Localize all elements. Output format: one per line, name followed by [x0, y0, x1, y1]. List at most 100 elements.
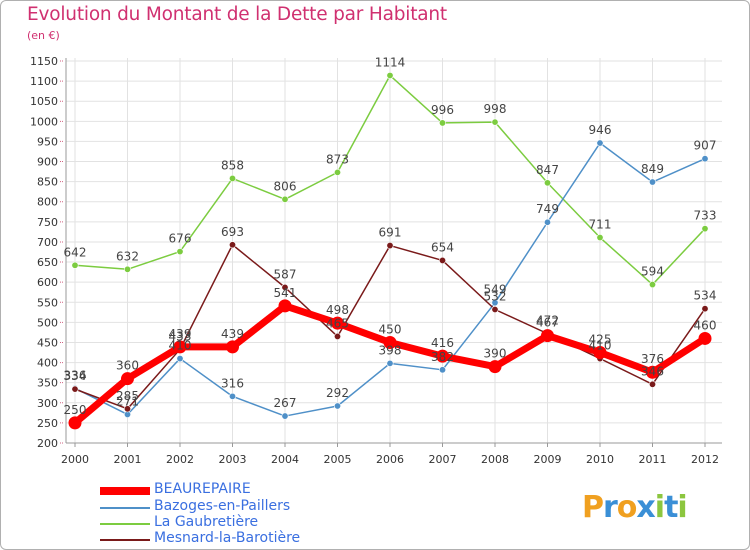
data-point: [701, 305, 709, 313]
data-point: [491, 118, 499, 126]
y-tick-label: 650: [37, 256, 58, 269]
data-label: 711: [589, 218, 612, 232]
data-label: 907: [694, 139, 717, 153]
data-point: [596, 234, 604, 242]
data-point: [436, 349, 449, 363]
y-tick-label: 500: [37, 316, 58, 329]
x-tick-label: 2004: [271, 453, 299, 466]
logo-letter: r: [603, 490, 618, 525]
data-label: 467: [536, 316, 559, 330]
logo-letter: i: [654, 490, 665, 525]
data-point: [438, 366, 446, 374]
chart-title: Evolution du Montant de la Dette par Hab…: [27, 4, 447, 25]
data-label: 549: [484, 283, 507, 297]
data-point: [121, 372, 134, 386]
logo-letter: o: [616, 490, 638, 525]
y-tick-label: 750: [37, 216, 58, 229]
y-tick-label: 1100: [30, 75, 58, 88]
data-label: 450: [379, 322, 402, 336]
y-tick-label: 550: [37, 296, 58, 309]
data-label: 390: [484, 347, 507, 361]
data-point: [176, 355, 184, 363]
data-label: 849: [641, 162, 664, 176]
x-tick-label: 2010: [586, 453, 614, 466]
x-tick-label: 2011: [639, 453, 667, 466]
data-label: 733: [694, 209, 717, 223]
data-label: 410: [589, 339, 612, 353]
data-point: [596, 139, 604, 147]
x-tick-label: 2000: [61, 453, 89, 466]
data-label: 398: [379, 343, 402, 357]
data-point: [71, 261, 79, 269]
axes: 200 250 300 350 400 450 500 550 600 650 700 750 800 8…: [30, 55, 722, 466]
data-point: [124, 265, 132, 273]
data-label: 858: [221, 158, 244, 172]
data-label: 316: [221, 376, 244, 390]
y-tick-label: 900: [37, 156, 58, 169]
data-label: 465: [326, 316, 349, 330]
data-label: 632: [116, 249, 139, 263]
data-label: 425: [589, 333, 612, 347]
data-label: 946: [589, 123, 612, 137]
data-point: [229, 392, 237, 400]
data-point: [281, 195, 289, 203]
data-label: 285: [116, 389, 139, 403]
legend-swatch-mesnard: [100, 539, 150, 541]
data-point: [593, 346, 607, 360]
data-label: 267: [274, 396, 297, 410]
data-point: [438, 256, 446, 264]
data-label: 996: [431, 103, 454, 117]
data-label: 376: [641, 352, 664, 366]
data-point: [386, 71, 394, 79]
data-point: [281, 412, 289, 420]
x-tick-label: 2003: [219, 453, 247, 466]
data-point: [543, 218, 551, 226]
data-point: [386, 359, 394, 367]
legend-swatch-bazoges: [100, 507, 150, 509]
data-label: 873: [326, 152, 349, 166]
data-point: [491, 299, 499, 307]
legend-label-mesnard: Mesnard-la-Barotière: [154, 530, 301, 546]
data-point: [386, 242, 394, 250]
y-tick-label: 1050: [30, 95, 58, 108]
data-point: [281, 283, 289, 291]
data-label: 1114: [375, 55, 406, 69]
data-point: [698, 331, 712, 345]
y-tick-label: 850: [37, 176, 58, 189]
data-label: 271: [116, 394, 139, 408]
data-label: 691: [379, 226, 402, 240]
x-tick-label: 2001: [114, 453, 142, 466]
x-tick-label: 2002: [166, 453, 194, 466]
data-point: [331, 316, 344, 330]
data-point: [68, 416, 82, 430]
data-point: [278, 299, 292, 313]
data-point: [438, 119, 446, 127]
data-label: 534: [694, 289, 717, 303]
data-label: 439: [169, 327, 192, 341]
y-tick-label: 350: [37, 377, 58, 390]
y-tick-label: 950: [37, 135, 58, 148]
y-tick-label: 1150: [30, 55, 58, 68]
legend-swatch-gaubretiere: [100, 523, 150, 525]
y-tick-label: 700: [37, 236, 58, 249]
y-tick-label: 400: [37, 357, 58, 370]
data-point: [71, 385, 79, 393]
x-tick-label: 2005: [324, 453, 352, 466]
legend-swatch-beaurepaire: [100, 487, 150, 495]
data-label: 382: [431, 350, 454, 364]
data-label: 749: [536, 202, 559, 216]
data-label: 334: [64, 369, 87, 383]
y-tick-label: 600: [37, 276, 58, 289]
x-tick-label: 2012: [691, 453, 719, 466]
data-label: 250: [64, 403, 87, 417]
x-tick-label: 2009: [534, 453, 562, 466]
data-label: 806: [274, 179, 297, 193]
y-tick-label: 1000: [30, 115, 58, 128]
data-label: 292: [326, 386, 349, 400]
data-point: [491, 306, 499, 314]
data-point: [229, 174, 237, 182]
y-tick-label: 800: [37, 196, 58, 209]
data-point: [333, 168, 341, 176]
legend-label-bazoges: Bazoges-en-Paillers: [154, 498, 291, 514]
